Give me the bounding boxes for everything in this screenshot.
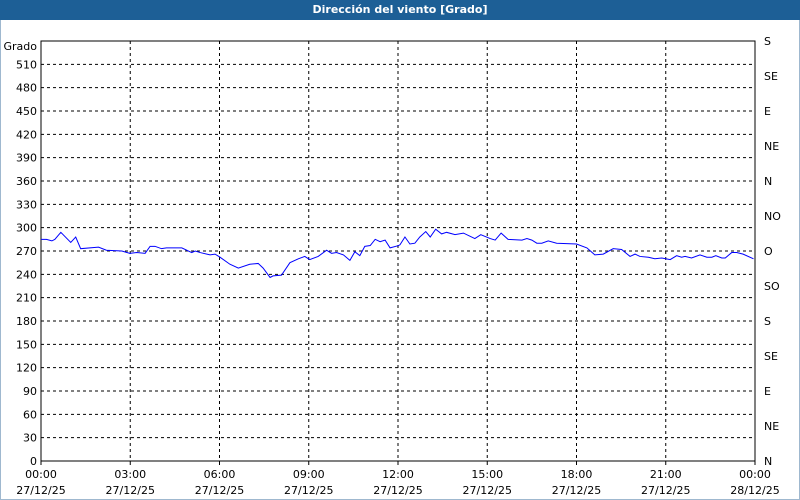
right-tick-label: NE [764, 420, 779, 433]
y-tick-label: 0 [30, 455, 37, 468]
y-tick-label: 300 [16, 222, 37, 235]
y-tick-label: 60 [23, 408, 37, 421]
x-tick-time: 18:00 [561, 468, 593, 481]
y-tick-label: 390 [16, 152, 37, 165]
x-tick-time: 15:00 [471, 468, 503, 481]
x-tick-date: 27/12/25 [463, 484, 512, 497]
x-tick-time: 00:00 [739, 468, 771, 481]
y-tick-label: 210 [16, 292, 37, 305]
y-tick-label: 420 [16, 128, 37, 141]
y-tick-label: 510 [16, 58, 37, 71]
right-tick-label: N [764, 175, 772, 188]
y-tick-label: 240 [16, 268, 37, 281]
chart-title: Dirección del viento [Grado] [0, 0, 800, 20]
x-tick-date: 28/12/25 [730, 484, 779, 497]
x-tick-time: 12:00 [382, 468, 414, 481]
x-tick-date: 27/12/25 [552, 484, 601, 497]
right-tick-label: NE [764, 140, 779, 153]
x-tick-time: 00:00 [25, 468, 57, 481]
x-tick-time: 06:00 [204, 468, 236, 481]
x-tick-date: 27/12/25 [373, 484, 422, 497]
right-tick-label: N [764, 455, 772, 468]
right-tick-label: S [764, 35, 771, 48]
x-tick-date: 27/12/25 [195, 484, 244, 497]
y-axis-label: Grado [4, 40, 38, 53]
x-tick-date: 27/12/25 [106, 484, 155, 497]
right-tick-label: E [764, 385, 771, 398]
right-tick-label: E [764, 105, 771, 118]
plot-border [40, 40, 756, 462]
y-tick-label: 330 [16, 198, 37, 211]
right-tick-label: O [764, 245, 773, 258]
right-tick-label: S [764, 315, 771, 328]
right-tick-label: SE [764, 350, 778, 363]
x-tick-date: 27/12/25 [641, 484, 690, 497]
x-tick-date: 27/12/25 [16, 484, 65, 497]
y-tick-label: 180 [16, 315, 37, 328]
y-tick-label: 90 [23, 385, 37, 398]
y-tick-label: 450 [16, 105, 37, 118]
x-tick-date: 27/12/25 [284, 484, 333, 497]
y-tick-label: 120 [16, 362, 37, 375]
y-tick-label: 270 [16, 245, 37, 258]
x-tick-time: 09:00 [293, 468, 325, 481]
y-tick-label: 360 [16, 175, 37, 188]
y-tick-label: 30 [23, 432, 37, 445]
x-tick-time: 03:00 [114, 468, 146, 481]
right-tick-label: SO [764, 280, 780, 293]
x-tick-time: 21:00 [650, 468, 682, 481]
y-tick-label: 480 [16, 82, 37, 95]
right-tick-label: SE [764, 70, 778, 83]
y-tick-label: 150 [16, 338, 37, 351]
right-tick-label: NO [764, 210, 781, 223]
series-line [41, 228, 754, 279]
